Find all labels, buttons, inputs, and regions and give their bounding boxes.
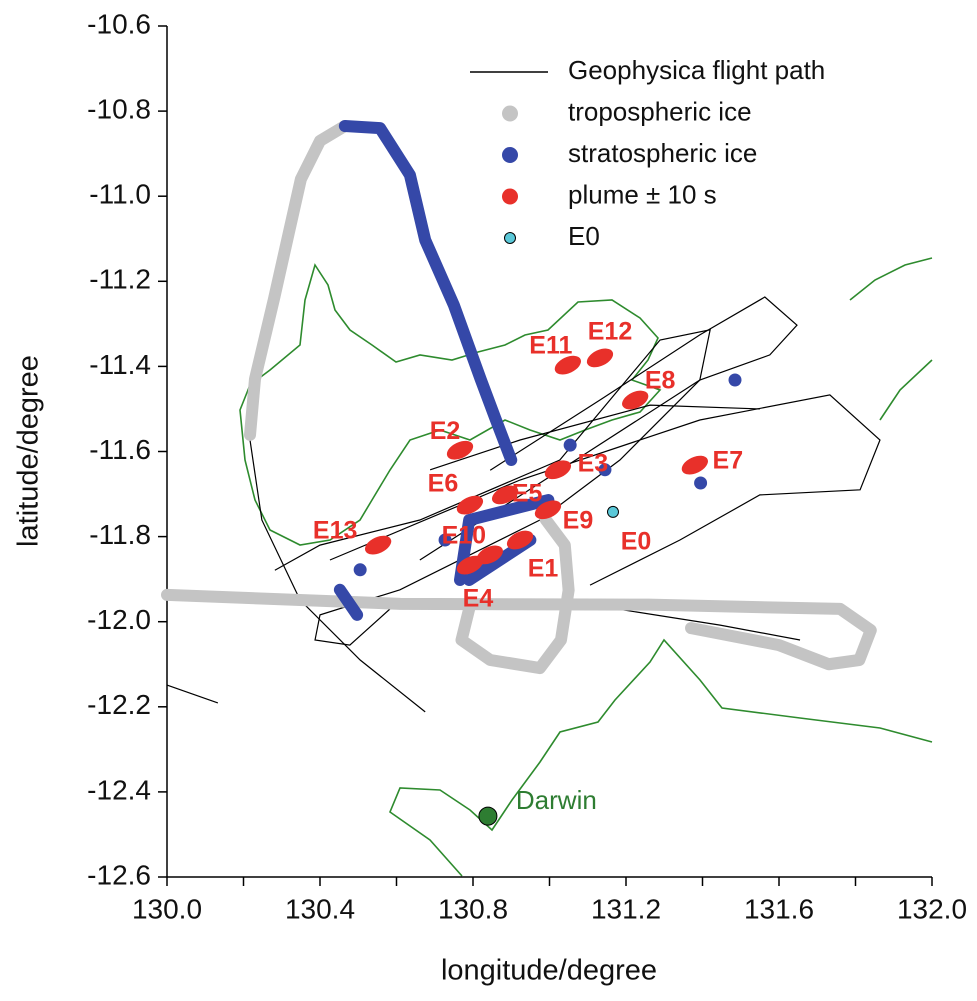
- ice-track: [333, 583, 364, 621]
- event-label: E1: [528, 555, 559, 583]
- plume: [534, 500, 562, 520]
- ice-point: [598, 463, 612, 477]
- event-label: E12: [588, 317, 632, 345]
- plume: [456, 495, 484, 515]
- y-tick-label: -11.4: [89, 349, 151, 380]
- legend: Geophysica flight path tropospheric ice st…: [470, 55, 825, 251]
- legend-label: tropospheric ice: [568, 96, 752, 126]
- ice-point: [728, 373, 742, 387]
- plume: [586, 348, 614, 368]
- flight-path: [329, 394, 881, 586]
- plume: [456, 555, 484, 575]
- legend-label: Geophysica flight path: [568, 55, 825, 85]
- flight-path: [429, 404, 760, 471]
- x-tick-label: 130.0: [132, 893, 202, 924]
- ice-track: [161, 588, 877, 671]
- event-label: E3: [578, 449, 609, 477]
- y-tick-label: -12.6: [87, 859, 151, 890]
- city-label: Darwin: [516, 785, 597, 815]
- y-tick-label: -10.8: [87, 93, 151, 124]
- y-tick-label: -11.8: [89, 519, 151, 550]
- ice-point: [563, 438, 577, 452]
- city-marker: [478, 806, 498, 826]
- plume: [544, 460, 572, 480]
- y-axis-title: latitude/degree: [13, 355, 45, 547]
- event-label: E9: [563, 506, 594, 534]
- ice-track: [244, 119, 351, 441]
- event-label: E2: [430, 417, 461, 445]
- event-label: E0: [621, 528, 652, 556]
- x-tick-label: 132.0: [897, 893, 967, 924]
- plume: [446, 440, 474, 460]
- legend-label: plume ± 10 s: [568, 179, 717, 209]
- x-tick-label: 131.2: [591, 893, 661, 924]
- flight-path: [419, 296, 798, 561]
- event-label: E8: [645, 367, 676, 395]
- plume: [622, 390, 649, 410]
- plume: [554, 355, 581, 375]
- x-axis-title: longitude/degree: [441, 955, 657, 987]
- coastline: [239, 257, 933, 877]
- y-tick-label: -11.2: [89, 264, 151, 295]
- legend-swatch: [502, 188, 518, 205]
- legend-label: stratospheric ice: [568, 138, 757, 168]
- y-tick-label: -11.6: [89, 434, 151, 465]
- plume: [365, 535, 392, 555]
- event-label: E7: [713, 447, 744, 475]
- plume: [476, 545, 503, 565]
- flight-path: [166, 684, 219, 704]
- ice-track: [455, 513, 575, 675]
- flight-path: [274, 329, 711, 646]
- y-tick-label: -10.6: [87, 8, 151, 39]
- ice-track: [338, 119, 518, 467]
- plume: [491, 485, 519, 505]
- event-label: E13: [313, 517, 357, 545]
- event-label: E6: [428, 470, 459, 498]
- y-tick-label: -12.2: [87, 689, 151, 720]
- x-tick-label: 131.6: [744, 893, 814, 924]
- legend-swatch: [504, 232, 516, 244]
- plume: [681, 455, 708, 475]
- ice-point: [438, 533, 452, 547]
- event-label: E5: [512, 480, 543, 508]
- legend-label: E0: [568, 221, 600, 251]
- ice-point: [694, 476, 708, 490]
- event-label: E11: [529, 332, 572, 360]
- e0-point: [606, 505, 619, 518]
- legend-swatch: [502, 147, 518, 163]
- y-tick-label: -12.0: [87, 604, 151, 635]
- plot-area: E1 E2 E3 E4 E5 E6 E7 E8 E9 E10 E11 E12 E13 E0 Darwin: [161, 119, 881, 826]
- y-tick-label: -11.0: [89, 179, 151, 210]
- event-label: E4: [463, 585, 494, 613]
- ice-point: [353, 563, 367, 577]
- flight-path: [249, 439, 426, 713]
- y-tick-label: -12.4: [87, 774, 151, 805]
- plume: [506, 530, 534, 550]
- x-tick-label: 130.4: [285, 893, 355, 924]
- x-tick-label: 130.8: [438, 893, 508, 924]
- legend-swatch: [502, 105, 518, 122]
- event-label: E10: [442, 522, 486, 550]
